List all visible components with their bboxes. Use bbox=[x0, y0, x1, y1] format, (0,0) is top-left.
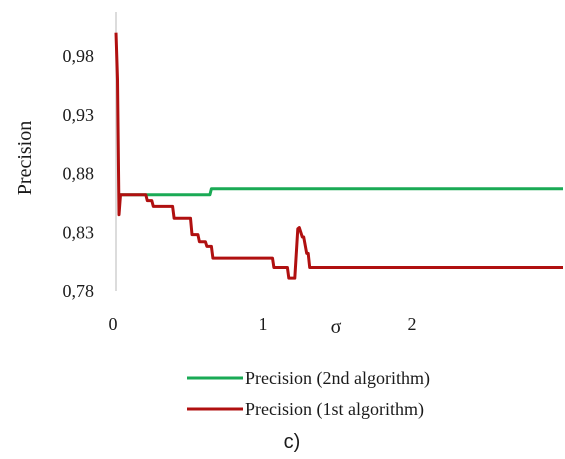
y-tick-label: 0,93 bbox=[63, 105, 95, 125]
x-tick-label: 1 bbox=[259, 314, 268, 334]
y-tick-label: 0,88 bbox=[63, 164, 95, 184]
series-line-2 bbox=[114, 32, 563, 280]
y-tick-label: 0,83 bbox=[63, 222, 95, 242]
series-lines bbox=[114, 32, 563, 280]
y-tick-label: 0,78 bbox=[63, 281, 95, 301]
x-axis-title: σ bbox=[331, 316, 342, 338]
x-tick-label: 2 bbox=[408, 314, 417, 334]
y-tick-label: 0,98 bbox=[63, 46, 95, 66]
series-line-1 bbox=[119, 187, 563, 197]
legend-label: Precision (2nd algorithm) bbox=[245, 368, 430, 389]
legend-label: Precision (1st algorithm) bbox=[245, 399, 424, 420]
figure-caption: c) bbox=[284, 431, 301, 453]
y-tick-labels: 0,78 0,83 0,88 0,93 0,98 bbox=[63, 46, 95, 301]
x-tick-label: 0 bbox=[109, 314, 118, 334]
legend: Precision (2nd algorithm) Precision (1st … bbox=[187, 368, 430, 420]
y-axis-title: Precision bbox=[14, 121, 36, 195]
